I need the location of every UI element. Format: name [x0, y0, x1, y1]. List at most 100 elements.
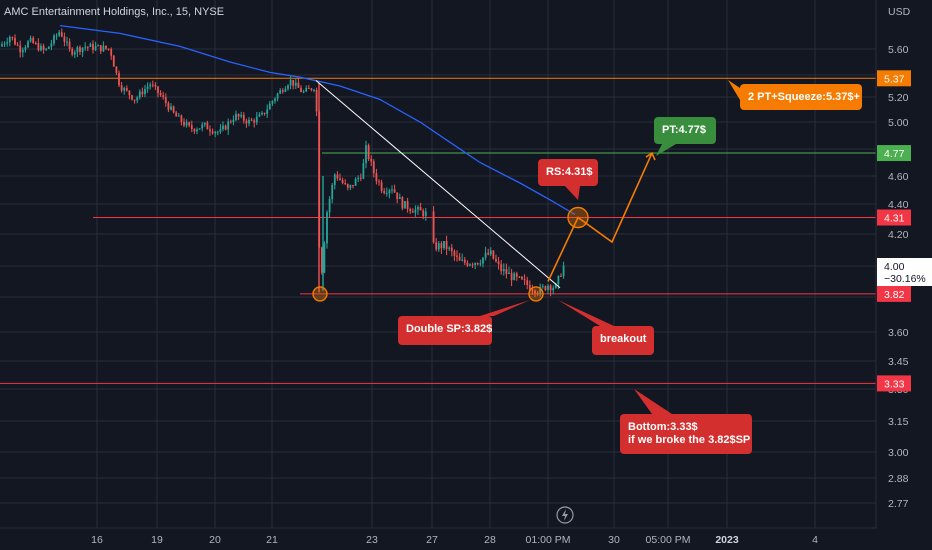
annotation-callouts: 2 PT+Squeeze:5.37$+ PT:4.77$ RS:4.31$ Doubl…	[398, 80, 862, 454]
candle-body	[359, 177, 362, 179]
level-tag-label: 5.37	[884, 73, 905, 85]
candle-body	[469, 264, 471, 266]
current-price-value: 4.00	[884, 261, 905, 273]
candle-body	[331, 184, 334, 200]
x-tick-label: 4	[812, 534, 818, 546]
candle-body	[219, 129, 222, 132]
candle-body	[50, 43, 53, 47]
candle-body	[250, 119, 253, 121]
candle-body	[401, 197, 404, 209]
candle-body	[492, 250, 495, 259]
candle-body	[60, 32, 63, 37]
candle-body	[547, 285, 549, 291]
lightning-icon[interactable]	[556, 506, 574, 524]
candle-body	[302, 91, 305, 93]
x-tick-label: 28	[484, 534, 496, 546]
candle-body	[544, 286, 547, 291]
candle-body	[183, 121, 185, 126]
candle-body	[159, 92, 162, 96]
candle-body	[222, 125, 224, 130]
trend-drawings	[312, 80, 656, 302]
candle-body	[255, 116, 258, 123]
candle-body	[417, 206, 419, 210]
moving-average-line	[59, 24, 576, 216]
candle-body	[549, 285, 552, 291]
candle-body	[456, 255, 458, 257]
candle-body	[232, 120, 235, 122]
candle-body	[42, 45, 45, 50]
candle-body	[263, 112, 266, 114]
candle-body	[227, 121, 230, 130]
candle-body	[414, 209, 417, 213]
candle-body	[346, 184, 349, 188]
candle-body	[258, 114, 261, 117]
candle-body	[81, 47, 84, 52]
level-tag	[877, 145, 911, 162]
level-tag-label: 3.33	[884, 378, 905, 390]
candle-body	[203, 122, 206, 125]
candle-body	[201, 124, 204, 129]
candle-body	[352, 184, 354, 186]
candle-body	[180, 115, 183, 122]
candle-body	[154, 84, 157, 87]
candle-body	[292, 79, 295, 86]
candle-body	[461, 259, 464, 261]
candle-body	[375, 173, 378, 182]
candle-body	[341, 179, 344, 184]
y-tick-label: 2.88	[888, 473, 909, 485]
level-tag	[877, 70, 911, 87]
candle-body	[175, 112, 178, 117]
marker-circle	[528, 286, 544, 302]
candle-body	[24, 47, 27, 50]
candle-body	[125, 88, 128, 91]
y-tick-label: 5.60	[888, 44, 909, 56]
candle-body	[266, 109, 269, 114]
candle-body	[157, 86, 159, 93]
chart-title: AMC Entertainment Holdings, Inc., 15, NY…	[4, 6, 225, 18]
candle-body	[185, 122, 188, 126]
candle-body	[505, 269, 508, 275]
candle-body	[76, 47, 79, 53]
candle-body	[370, 158, 373, 162]
y-tick-label: 3.60	[888, 327, 909, 339]
candle-body	[237, 113, 240, 117]
candle-body	[463, 259, 466, 263]
candle-body	[528, 284, 531, 290]
candle-body	[144, 88, 146, 95]
candle-body	[336, 174, 339, 179]
y-tick-label: 5.20	[888, 92, 909, 104]
candle-body	[66, 41, 68, 43]
candle-body	[245, 120, 248, 124]
candle-body	[323, 243, 326, 273]
candle-body	[110, 48, 113, 56]
candle-body	[305, 88, 308, 92]
candle-body	[89, 43, 92, 47]
candle-body	[526, 280, 529, 285]
callout-box	[654, 117, 716, 144]
time-scale[interactable]	[0, 528, 932, 550]
candle-body	[133, 99, 136, 101]
candle-body	[196, 129, 198, 132]
price-tags: 5.37 4.77 4.31 3.82 3.33	[877, 70, 911, 392]
candle-body	[198, 128, 201, 130]
candle-body	[149, 84, 152, 87]
projection-path	[547, 152, 653, 282]
x-tick-label: 30	[608, 534, 620, 546]
candle-body	[448, 247, 451, 249]
candle-body	[424, 211, 427, 217]
candle-body	[151, 84, 154, 86]
candle-body	[268, 103, 271, 110]
candle-body	[71, 48, 74, 55]
callout-box	[592, 326, 654, 355]
level-tag-label: 4.77	[884, 148, 905, 160]
candle-body	[206, 122, 209, 130]
candle-body	[209, 129, 211, 132]
candle-body	[404, 201, 406, 209]
candle-body	[539, 286, 542, 294]
callout-text: 2 PT+Squeeze:5.37$+	[748, 91, 860, 103]
candle-body	[482, 257, 484, 264]
level-tag	[877, 375, 911, 392]
candle-body	[240, 114, 243, 117]
x-axis-labels: 16 19 20 21 23 27 28 01:00 PM 30 05:00 PM 2023 4	[91, 534, 818, 546]
